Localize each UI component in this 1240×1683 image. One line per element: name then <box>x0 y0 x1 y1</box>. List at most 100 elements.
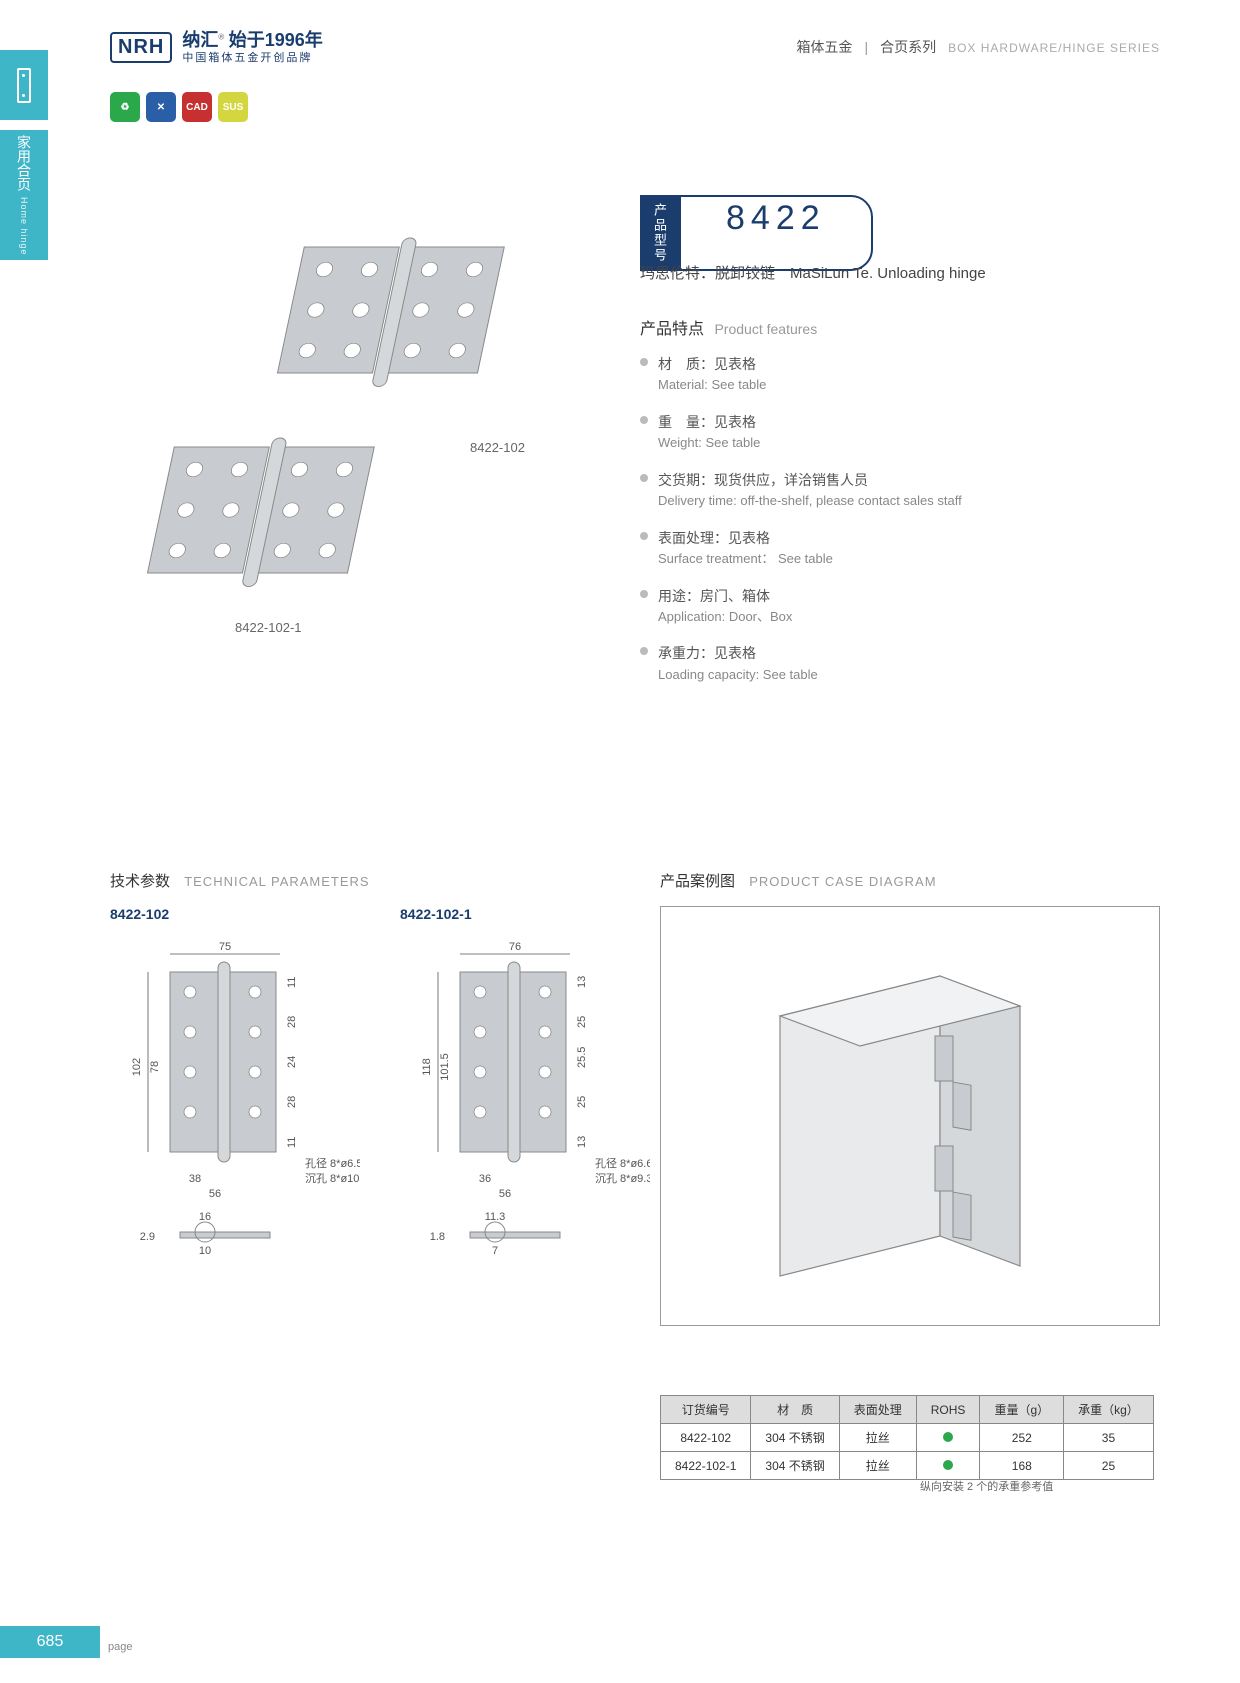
svg-text:25.5: 25.5 <box>576 1047 588 1068</box>
case-title-cn: 产品案例图 <box>660 873 735 890</box>
svg-text:28: 28 <box>286 1016 298 1028</box>
feature-item: 表面处理：见表格Surface treatment： See table <box>640 527 1140 569</box>
table-cell: 304 不锈钢 <box>751 1452 839 1480</box>
header-category: 箱体五金 | 合页系列 BOX HARDWARE/HINGE SERIES <box>796 37 1160 57</box>
product-image-2 <box>130 420 390 620</box>
category-cn1: 箱体五金 <box>796 37 852 57</box>
feature-cn: 承重力：见表格 <box>658 642 1140 664</box>
table-cell <box>916 1424 980 1452</box>
side-label-en: Home hinge <box>19 197 29 256</box>
product-subtitle: 玛思伦特．脱卸铰链 MaSiLun Te. Unloading hinge <box>640 262 986 283</box>
logo-tagline: 中国箱体五金开创品牌 <box>182 52 322 65</box>
feature-cn: 材 质：见表格 <box>658 353 1140 375</box>
tech-diagram-1: 8422-102 75 102 78 1128242811 38 56 孔径 8… <box>110 906 360 1282</box>
table-header: 材 质 <box>751 1396 839 1424</box>
features-title-en: Product features <box>714 321 817 337</box>
tech-title-cn: 技术参数 <box>110 873 170 890</box>
tech-label-2: 8422-102-1 <box>400 906 650 922</box>
svg-text:11: 11 <box>286 1137 298 1148</box>
rohs-dot-icon <box>943 1460 953 1470</box>
page-number-badge: 685 <box>0 1626 100 1658</box>
table-cell: 252 <box>980 1424 1064 1452</box>
eco-icon: ♻ <box>110 92 140 122</box>
category-cn2: 合页系列 <box>880 37 936 57</box>
table-cell <box>916 1452 980 1480</box>
svg-text:1.8: 1.8 <box>430 1231 445 1243</box>
side-category-label: 家用合页 Home hinge <box>0 130 48 260</box>
image-label-2: 8422-102-1 <box>235 620 302 635</box>
svg-text:2.9: 2.9 <box>140 1231 155 1243</box>
table-row: 8422-102304 不锈钢拉丝25235 <box>661 1424 1154 1452</box>
logo-reg: ® <box>218 33 224 42</box>
table-cell: 25 <box>1064 1452 1154 1480</box>
logo-brand-cn: 纳汇 <box>182 30 218 50</box>
table-cell: 拉丝 <box>839 1452 916 1480</box>
tech-label-1: 8422-102 <box>110 906 360 922</box>
svg-text:24: 24 <box>286 1056 298 1068</box>
table-cell: 168 <box>980 1452 1064 1480</box>
tech-diagram-2: 8422-102-1 76 118 101.5 132525.52513 36 … <box>400 906 650 1282</box>
spec-table: 订货编号材 质表面处理ROHS重量（g）承重（kg） 8422-102304 不… <box>660 1395 1154 1480</box>
table-header: 承重（kg） <box>1064 1396 1154 1424</box>
page-label: page <box>108 1641 132 1653</box>
case-title-en: PRODUCT CASE DIAGRAM <box>749 874 936 889</box>
logo-badge: NRH <box>110 32 172 63</box>
logo: NRH 纳汇® 始于1996年 中国箱体五金开创品牌 <box>110 30 323 65</box>
feature-en: Weight: See table <box>658 433 1140 453</box>
feature-en: Loading capacity: See table <box>658 665 1140 685</box>
model-number: 8422 <box>679 195 873 271</box>
feature-en: Material: See table <box>658 375 1140 395</box>
feature-en: Surface treatment： See table <box>658 549 1140 569</box>
features-title-cn: 产品特点 <box>640 321 704 338</box>
model-number-block: 产品型号 8422 <box>640 195 873 271</box>
svg-text:孔径 8*ø6.6: 孔径 8*ø6.6 <box>595 1157 650 1170</box>
table-cell: 拉丝 <box>839 1424 916 1452</box>
model-tag: 产品型号 <box>640 195 679 271</box>
svg-text:11.3: 11.3 <box>485 1211 506 1223</box>
svg-text:75: 75 <box>219 941 231 953</box>
tech-title-en: TECHNICAL PARAMETERS <box>184 874 369 889</box>
table-header: 重量（g） <box>980 1396 1064 1424</box>
svg-text:28: 28 <box>286 1096 298 1108</box>
category-en: BOX HARDWARE/HINGE SERIES <box>948 41 1160 55</box>
product-photo-area: 8422-102 8422-102-1 <box>130 220 550 660</box>
svg-text:16: 16 <box>199 1211 211 1223</box>
feature-cn: 交货期：现货供应，详洽销售人员 <box>658 469 1140 491</box>
svg-text:118: 118 <box>421 1058 433 1076</box>
page-number: 685 <box>37 1633 64 1651</box>
feature-cn: 重 量：见表格 <box>658 411 1140 433</box>
table-cell: 304 不锈钢 <box>751 1424 839 1452</box>
svg-text:101.5: 101.5 <box>439 1053 451 1081</box>
feature-item: 承重力：见表格Loading capacity: See table <box>640 642 1140 684</box>
feature-en: Application: Door、Box <box>658 607 1140 627</box>
side-tab-icon <box>0 50 48 120</box>
page-header: NRH 纳汇® 始于1996年 中国箱体五金开创品牌 箱体五金 | 合页系列 B… <box>110 30 1160 65</box>
svg-text:11: 11 <box>286 977 298 988</box>
table-cell: 8422-102 <box>661 1424 751 1452</box>
features-section: 产品特点 Product features 材 质：见表格Material: S… <box>640 315 1140 700</box>
svg-text:36: 36 <box>479 1173 491 1185</box>
svg-text:沉孔 8*ø9.3: 沉孔 8*ø9.3 <box>595 1172 650 1185</box>
tool-icon: ✕ <box>146 92 176 122</box>
table-note: 纵向安装 2 个的承重参考值 <box>920 1478 1053 1494</box>
category-sep: | <box>864 39 868 55</box>
svg-text:78: 78 <box>149 1061 161 1073</box>
rohs-dot-icon <box>943 1432 953 1442</box>
table-row: 8422-102-1304 不锈钢拉丝16825 <box>661 1452 1154 1480</box>
image-label-1: 8422-102 <box>470 440 525 455</box>
case-diagram-svg <box>720 936 1100 1296</box>
certification-icons: ♻ ✕ CAD SUS <box>110 92 248 122</box>
feature-en: Delivery time: off-the-shelf, please con… <box>658 491 1140 511</box>
features-title: 产品特点 Product features <box>640 315 1140 339</box>
svg-text:沉孔 8*ø10: 沉孔 8*ø10 <box>305 1172 359 1185</box>
feature-cn: 表面处理：见表格 <box>658 527 1140 549</box>
svg-text:13: 13 <box>576 976 588 988</box>
svg-text:102: 102 <box>131 1058 143 1076</box>
svg-text:25: 25 <box>576 1096 588 1108</box>
svg-text:10: 10 <box>199 1245 211 1257</box>
svg-text:25: 25 <box>576 1016 588 1028</box>
svg-text:38: 38 <box>189 1173 201 1185</box>
feature-item: 交货期：现货供应，详洽销售人员Delivery time: off-the-sh… <box>640 469 1140 511</box>
feature-item: 重 量：见表格Weight: See table <box>640 411 1140 453</box>
side-label-cn: 家用合页 <box>14 135 34 191</box>
